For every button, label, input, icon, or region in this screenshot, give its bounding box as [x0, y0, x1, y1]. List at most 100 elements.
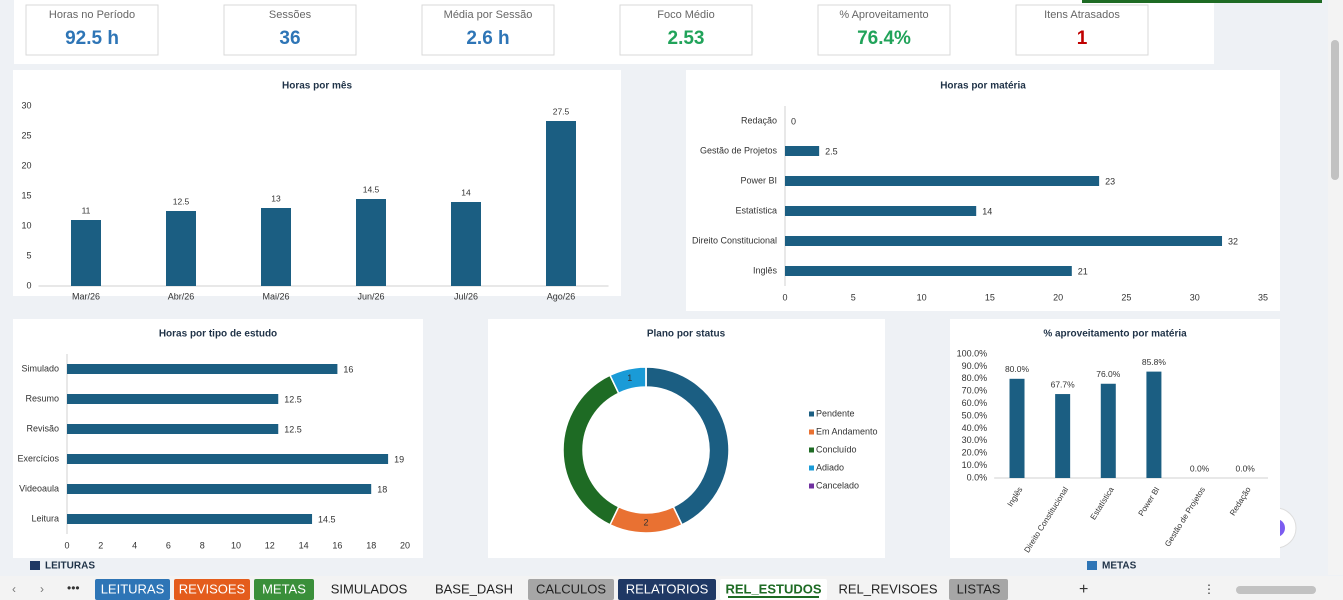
options[interactable]: ⋮ [1203, 582, 1215, 596]
x-tick-label: 20 [1053, 292, 1063, 302]
legend-label: Adiado [816, 462, 844, 472]
x-tick-label: Ago/26 [547, 291, 576, 301]
x-tick-label: 8 [200, 540, 205, 550]
y-tick-label: Exercícios [17, 453, 59, 463]
data-label: 18 [377, 484, 387, 494]
y-tick-label: 10.0% [962, 460, 988, 470]
y-tick-label: Estatística [735, 205, 777, 215]
sheet-tab[interactable] [254, 579, 314, 600]
legend-swatch [809, 483, 814, 489]
kpi-label: Sessões [269, 9, 312, 21]
sheet-tab[interactable] [720, 579, 827, 600]
x-tick-label: Mar/26 [72, 291, 100, 301]
bar [67, 364, 338, 374]
bar [67, 424, 279, 434]
y-tick-label: 5 [26, 250, 31, 260]
x-tick-label: 10 [917, 292, 927, 302]
y-tick-label: Inglês [753, 265, 778, 275]
sheet-tab-label[interactable]: CALCULOS [536, 581, 606, 596]
sheet-tab-label[interactable]: LISTAS [957, 581, 1001, 596]
data-label: 12.5 [284, 394, 302, 404]
sheet-tab-label[interactable]: SIMULADOS [331, 581, 408, 596]
y-tick-label: Simulado [21, 363, 59, 373]
y-tick-label: 30.0% [962, 435, 988, 445]
sheet-tab-label[interactable]: METAS [262, 581, 306, 596]
y-tick-label: 0.0% [967, 472, 988, 482]
add-sheet[interactable]: + [1079, 581, 1088, 598]
x-tick-label: 5 [851, 292, 856, 302]
bar [67, 454, 389, 464]
sheet-tab-label[interactable]: BASE_DASH [435, 581, 513, 596]
kpi-card [817, 4, 951, 56]
sheet-tab[interactable] [528, 579, 614, 600]
kpi-label: Foco Médio [657, 9, 714, 21]
section-label: METAS [1102, 561, 1137, 572]
bar [1100, 383, 1116, 478]
x-tick-label: 0 [64, 540, 69, 550]
sheet-tab[interactable] [174, 579, 250, 600]
h-scroll[interactable] [1236, 586, 1316, 594]
kpi-value: 36 [279, 28, 300, 49]
x-tick-label: Jun/26 [357, 291, 384, 301]
sheet-tab[interactable] [95, 579, 170, 600]
bar [785, 266, 1072, 276]
sheet-tab[interactable] [618, 579, 716, 600]
kpi-label: Horas no Período [49, 9, 135, 21]
kpi-label: Média por Sessão [444, 9, 533, 21]
data-label: 11 [82, 205, 91, 215]
sheet-tab-label[interactable]: REL_REVISOES [839, 581, 938, 596]
y-tick-label: Videoaula [19, 483, 59, 493]
bar [785, 146, 820, 156]
data-label: 67.7% [1051, 379, 1076, 389]
x-tick-label: 20 [400, 540, 410, 550]
y-tick-label: Revisão [26, 423, 59, 433]
bar [356, 199, 386, 286]
sheet-tab-label[interactable]: LEITURAS [101, 581, 165, 596]
x-tick-label: 16 [332, 540, 342, 550]
data-label: 21 [1078, 266, 1088, 276]
active-tab-underline [728, 596, 819, 598]
bar [166, 211, 196, 286]
x-tick-label: Jul/26 [454, 291, 478, 301]
kpi-card [223, 4, 357, 56]
legend-swatch [809, 465, 814, 471]
sheet-tab[interactable] [318, 579, 420, 600]
sheet-tab[interactable] [831, 579, 945, 600]
data-label: 14.5 [363, 184, 380, 194]
sheet-tab[interactable] [424, 579, 524, 600]
legend-label: Em Andamento [816, 426, 878, 436]
data-label: 19 [394, 454, 404, 464]
more-tabs[interactable]: ••• [67, 581, 80, 595]
x-tick-label: 2 [98, 540, 103, 550]
kpi-card [25, 4, 159, 56]
x-tick-label: 35 [1258, 292, 1268, 302]
x-tick-label: 4 [132, 540, 137, 550]
sheet-tab[interactable] [949, 579, 1008, 600]
x-tick-label: 18 [366, 540, 376, 550]
bar [785, 206, 977, 216]
y-tick-label: 40.0% [962, 423, 988, 433]
scroll-thumb[interactable] [1331, 40, 1339, 180]
bar [67, 484, 372, 494]
legend-swatch [809, 429, 814, 435]
kpi-value: 1 [1077, 28, 1088, 49]
bar [1009, 378, 1025, 478]
data-label: 2.5 [825, 146, 838, 156]
kpi-label: % Aproveitamento [839, 9, 928, 21]
legend-label: Pendente [816, 408, 855, 418]
kpi-card [619, 4, 753, 56]
y-tick-label: 100.0% [957, 348, 988, 358]
legend-swatch [809, 447, 814, 453]
y-tick-label: Gestão de Projetos [700, 145, 778, 155]
nav-next[interactable]: › [40, 582, 44, 596]
x-tick-label: 0 [782, 292, 787, 302]
sheet-tab-label[interactable]: RELATORIOS [626, 581, 709, 596]
y-tick-label: Resumo [25, 393, 59, 403]
x-tick-label: Abr/26 [168, 291, 195, 301]
section-label: LEITURAS [45, 561, 95, 572]
nav-prev[interactable]: ‹ [12, 582, 16, 596]
sheet-tab-label[interactable]: REVISOES [179, 581, 246, 596]
y-tick-label: 0 [26, 280, 31, 290]
sheet-tab-label[interactable]: REL_ESTUDOS [725, 581, 821, 596]
bar [1055, 394, 1071, 478]
